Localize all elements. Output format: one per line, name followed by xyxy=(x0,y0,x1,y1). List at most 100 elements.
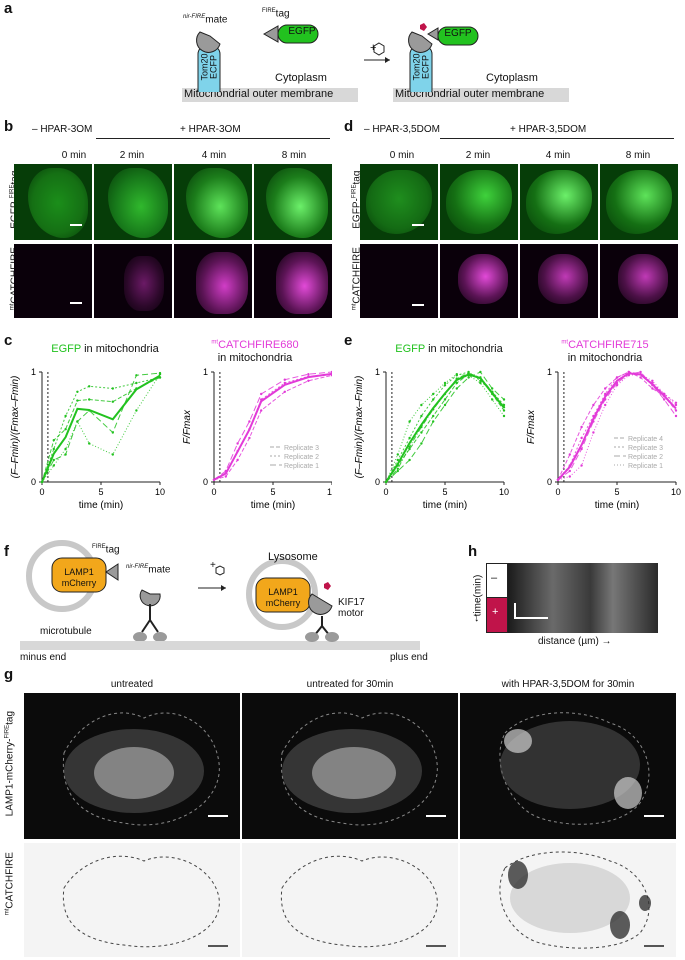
data-point xyxy=(76,420,79,423)
f-kif17: KIF17 xyxy=(338,597,365,608)
chart-c-right: 0 5 10 0 1 time (min) F/Fmax Replicate 3 Replica… xyxy=(182,367,332,511)
data-point xyxy=(674,401,678,404)
legend-entry: Replicate 4 xyxy=(628,436,663,443)
x-tick-label: 5 xyxy=(270,487,275,497)
data-point xyxy=(639,376,642,379)
data-point xyxy=(135,409,138,412)
g-row1-tail: tag xyxy=(4,710,16,725)
tag-text: tag xyxy=(275,8,290,20)
data-point xyxy=(580,464,583,467)
y-axis-label: (F–Fmin)/(Fmax–Fmin) xyxy=(10,376,21,479)
data-point xyxy=(88,442,91,445)
c-right-title: mtCATCHFIRE680 in mitochondria xyxy=(190,336,320,365)
egfp-label-right: EGFP xyxy=(444,28,472,39)
data-point xyxy=(408,420,411,423)
data-point xyxy=(455,373,458,376)
data-point xyxy=(260,392,263,396)
h-distance-label: distance (µm) → xyxy=(538,636,612,647)
x-tick-label: 0 xyxy=(211,487,216,497)
data-point xyxy=(307,373,310,376)
e-right-title-sup: mt xyxy=(561,339,569,345)
d-micrograph-egfp-2 xyxy=(440,164,518,240)
b-time-2: 2 min xyxy=(119,150,145,161)
hexagon-ligand-icon xyxy=(373,42,385,56)
f-lamp1: LAMP1 xyxy=(64,567,94,577)
ligand-bound-icon xyxy=(420,23,427,31)
series-line xyxy=(213,374,332,481)
data-point xyxy=(674,403,678,407)
mean-line xyxy=(41,374,161,483)
h-distance-text: distance (µm) xyxy=(538,636,599,647)
d-plus-label: + HPAR-3,5DOM xyxy=(510,124,587,135)
egfp-pill-shape xyxy=(277,24,319,44)
x-axis-label: time (min) xyxy=(251,500,295,511)
data-point xyxy=(491,398,494,401)
b-time-4: 4 min xyxy=(201,150,227,161)
data-point xyxy=(76,390,79,393)
b-micrograph-mt-4 xyxy=(174,244,252,318)
data-point xyxy=(135,381,138,385)
data-point xyxy=(651,387,654,390)
plus-sign-a: + xyxy=(370,42,377,54)
data-point xyxy=(455,387,458,390)
membrane-label-left: Mitochondrial outer membrane xyxy=(184,88,334,100)
f-minus-end: minus end xyxy=(20,652,67,663)
mean-line xyxy=(557,372,677,481)
f-microtubule-label: microtubule xyxy=(40,626,92,637)
data-point xyxy=(479,381,482,385)
data-point xyxy=(674,414,678,418)
y-tick-label: 0 xyxy=(203,477,208,487)
y-tick-label: 1 xyxy=(31,367,36,377)
legend-entry: Replicate 1 xyxy=(284,463,319,470)
f-mate-sup: nir-FIRE xyxy=(126,564,149,570)
y-tick-label: 0 xyxy=(375,477,380,487)
mate-sup: nir-FIRE xyxy=(183,14,206,20)
d-plus-line xyxy=(440,138,674,139)
x-axis-label: time (min) xyxy=(595,500,639,511)
data-point xyxy=(432,392,435,396)
f-plus-sign: + xyxy=(210,560,216,571)
h-plus-box xyxy=(486,597,508,633)
d-micrograph-mt-2 xyxy=(440,244,518,318)
d-micrograph-egfp-8 xyxy=(600,164,678,240)
membrane-bar-left xyxy=(182,88,358,102)
b-time-0: 0 min xyxy=(61,150,87,161)
tag-label-left: FIREtag xyxy=(262,8,290,19)
mean-line xyxy=(213,372,332,481)
data-point xyxy=(420,431,423,434)
data-point xyxy=(502,414,506,418)
data-point xyxy=(307,379,310,382)
data-point xyxy=(248,436,251,440)
g-row2-label: mtCATCHFIRE xyxy=(4,849,15,919)
data-point xyxy=(580,436,583,440)
series-line xyxy=(557,371,677,481)
g-col-3: with HPAR-3,5DOM for 30min xyxy=(501,679,635,690)
panel-label-a: a xyxy=(4,0,13,17)
data-point xyxy=(64,428,67,431)
data-point xyxy=(283,390,286,393)
data-point xyxy=(283,378,286,381)
data-point xyxy=(64,447,67,451)
y-tick-label: 1 xyxy=(375,367,380,377)
legend-entry: Replicate 2 xyxy=(628,454,663,461)
e-right-title-tail: in mitochondria xyxy=(567,351,643,364)
schematic-f xyxy=(20,540,420,650)
data-point xyxy=(443,381,447,385)
series-line xyxy=(41,373,161,483)
f-plus-end: plus end xyxy=(390,652,428,663)
d-minus-label: – HPAR-3,5DOM xyxy=(364,124,440,135)
e-right-title: mtCATCHFIRE715 in mitochondria xyxy=(540,336,670,365)
panel-label-e: e xyxy=(344,332,353,349)
data-point xyxy=(408,445,411,448)
b-micrograph-mt-8 xyxy=(254,244,332,318)
f-mcherry: mCherry xyxy=(265,598,301,608)
data-point xyxy=(568,453,571,456)
data-point xyxy=(52,447,55,451)
tom20-text-left: Tom20 ECFP xyxy=(198,42,220,92)
series-line xyxy=(41,377,161,483)
data-point xyxy=(52,464,55,467)
chart-e-right: 0 5 10 0 1 time (min) F/Fmax Replicate 4 Replica… xyxy=(526,367,681,511)
x-tick-label: 10 xyxy=(671,487,681,497)
b-micrograph-mt-0 xyxy=(14,244,92,318)
legend-entry: Replicate 2 xyxy=(284,454,319,461)
